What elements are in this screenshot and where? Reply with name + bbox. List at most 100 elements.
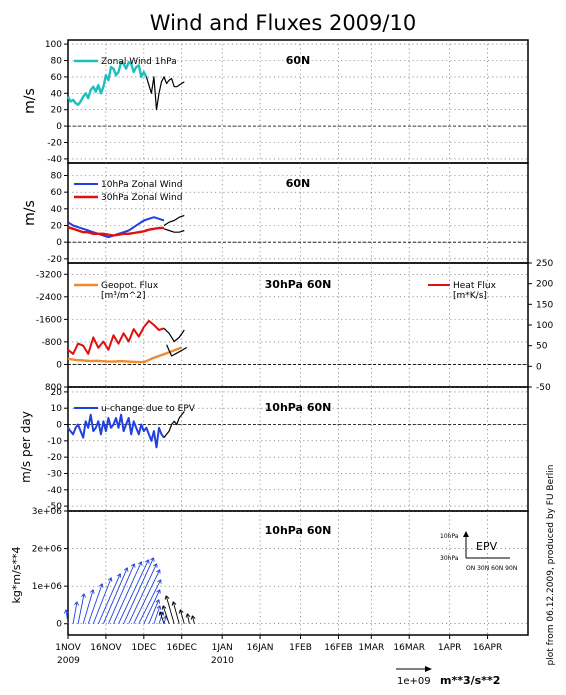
- epv-vector-blue: [118, 559, 149, 624]
- epv-key-y-bottom: 30hPa: [440, 555, 459, 562]
- panel-2-ylabel: m/s: [22, 200, 38, 226]
- x-tick-label: 16JAN: [247, 643, 274, 653]
- x-tick-label: 1JAN: [212, 643, 233, 653]
- epv-vector-black-head: [164, 595, 170, 600]
- epv-vector-black-head: [190, 615, 196, 620]
- epv-vector-blue-head: [81, 593, 86, 598]
- epv-vector-blue-head: [98, 583, 104, 588]
- epv-vector-blue-head: [144, 559, 150, 564]
- y-tick-label: 0: [56, 238, 62, 248]
- y-tick-label: -20: [47, 453, 62, 463]
- epv-vector-black-head: [185, 613, 191, 618]
- y-tick-label: 60: [51, 73, 63, 83]
- epv-vector-blue-head: [116, 573, 122, 578]
- y-tick-label: 0: [56, 421, 62, 431]
- y-tick-label-right: -50: [536, 383, 551, 393]
- legend-label-zonal-wind-1hpa: Zonal Wind 1hPa: [101, 57, 177, 67]
- series-line: [163, 214, 185, 227]
- y-tick-label: -800: [42, 338, 63, 348]
- series-line: [67, 226, 164, 237]
- panel-5-frame: [67, 510, 529, 636]
- series-line: [166, 344, 188, 357]
- epv-vector-blue-head: [157, 579, 162, 584]
- y-tick-label: 20: [51, 106, 63, 116]
- y-tick-label: -40: [47, 486, 62, 496]
- epv-vector-blue: [97, 573, 121, 624]
- panel-1-ylabel: m/s: [22, 88, 38, 114]
- y-tick-label: -10: [47, 437, 62, 447]
- legend-label-geopot-flux: Geopot. Flux: [101, 281, 159, 291]
- x-tick-label: 16MAR: [393, 643, 425, 653]
- epv-vector-blue-head: [150, 557, 155, 562]
- epv-vector-blue: [163, 615, 167, 624]
- y-tick-label: 20: [51, 222, 63, 232]
- panel-5-label: 10hPa 60N: [265, 524, 332, 537]
- y-tick-label: 800: [45, 383, 62, 393]
- epv-vector-black: [172, 601, 180, 624]
- y-tick-label-right: 0: [536, 362, 542, 372]
- x-tick-label: 16FEB: [324, 643, 353, 653]
- epv-key-y-top: 10hPa: [440, 533, 459, 540]
- epv-vector-blue: [102, 567, 128, 624]
- figure-title: Wind and Fluxes 2009/10: [150, 11, 416, 35]
- epv-vector-blue-head: [155, 599, 160, 604]
- y-tick-label: -40: [47, 155, 62, 165]
- series-line: [67, 319, 165, 355]
- y-tick-label-right: 200: [536, 280, 553, 290]
- epv-vector-black: [186, 613, 190, 624]
- legend-label-30hpa: 30hPa Zonal Wind: [101, 193, 182, 203]
- panel-3-label: 30hPa 60N: [265, 278, 332, 291]
- series-line: [67, 413, 165, 449]
- legend-label-heat-flux: Heat Flux: [453, 281, 497, 291]
- series-line: [67, 346, 183, 364]
- legend-unit-heat-flux: [m*K/s]: [453, 291, 487, 301]
- y-tick-label: 60: [51, 188, 63, 198]
- epv-vector-blue: [77, 593, 85, 624]
- epv-vector-blue: [65, 609, 69, 624]
- y-tick-label: 20: [51, 388, 63, 398]
- y-tick-label: -2400: [36, 293, 62, 303]
- legend-label-u-change: u-change due to EPV: [101, 404, 196, 414]
- x-tick-label: 1FEB: [289, 643, 312, 653]
- series-line: [66, 60, 148, 107]
- y-tick-label: -3200: [36, 270, 62, 280]
- y-tick-label: 3e+06: [32, 507, 63, 517]
- epv-key-arrow-up: [463, 531, 469, 537]
- panel-2-label: 60N: [286, 177, 311, 190]
- epv-key-title: EPV: [476, 540, 498, 553]
- y-tick-label: -20: [47, 255, 62, 265]
- epv-vector-blue: [82, 589, 94, 624]
- epv-vector-blue-head: [74, 601, 79, 606]
- epv-vector-blue-head: [130, 563, 136, 568]
- epv-vector-black-head: [161, 605, 167, 610]
- series-line: [163, 327, 185, 343]
- y-tick-label: 80: [51, 172, 63, 182]
- series-line: [163, 411, 185, 438]
- y-tick-label: 100: [45, 40, 62, 50]
- panel-1-label: 60N: [286, 54, 311, 67]
- x-tick-label: 1APR: [438, 643, 462, 653]
- epv-vector-black: [179, 609, 185, 624]
- epv-vector-black: [159, 611, 165, 624]
- legend-unit-geopot-flux: [m³/m^2]: [101, 291, 145, 301]
- epv-vector-black-head: [178, 609, 184, 614]
- epv-vector-blue-head: [156, 589, 161, 594]
- y-tick-label: 0: [56, 122, 62, 132]
- epv-vector-blue: [113, 561, 142, 624]
- series-line: [163, 228, 185, 233]
- epv-vector-blue-head: [153, 563, 158, 568]
- epv-vector-black-head: [158, 611, 164, 616]
- legend-label-10hpa: 10hPa Zonal Wind: [101, 180, 182, 190]
- y-tick-label: -20: [47, 139, 62, 149]
- y-tick-label: 0: [56, 360, 62, 370]
- grid-lines: [68, 40, 528, 635]
- epv-vector-black: [165, 595, 175, 624]
- panel-4-label: 10hPa 60N: [265, 401, 332, 414]
- y-tick-label: 40: [51, 89, 63, 99]
- y-tick-label-right: 100: [536, 321, 553, 331]
- scale-unit: m**3/s**2: [440, 674, 500, 687]
- epv-key-x-label: ON 30N 60N 90N: [466, 565, 517, 572]
- y-tick-label-right: 150: [536, 300, 553, 310]
- x-tick-label: 1NOV: [55, 643, 81, 653]
- epv-vector-blue: [72, 601, 78, 624]
